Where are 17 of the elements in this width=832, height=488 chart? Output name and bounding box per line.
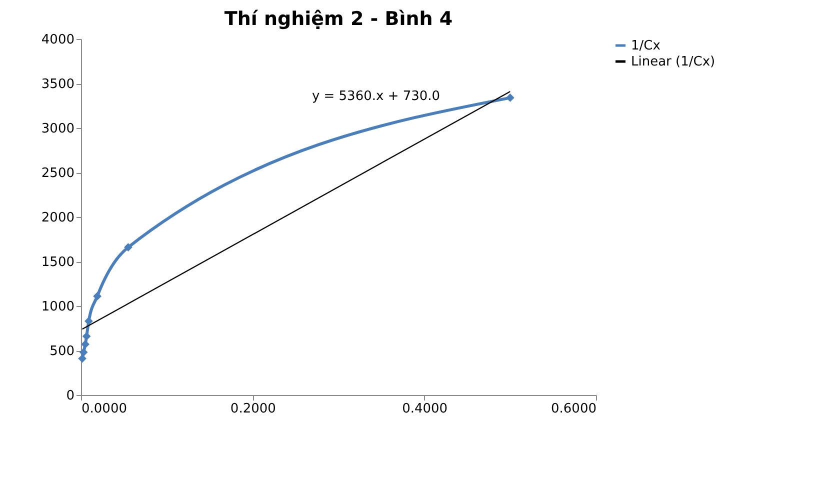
x-tick-label: 0.4000: [402, 402, 448, 416]
x-tick-label: 0.0000: [82, 402, 127, 416]
y-tick-label: 4000: [41, 32, 74, 48]
x-tick-label: 0.6000: [551, 402, 596, 416]
y-tick-label: 2500: [41, 166, 74, 181]
x-tick-label: 0.2000: [230, 402, 276, 416]
legend-label: 1/Cx: [631, 38, 661, 54]
y-tick-label: 2000: [41, 210, 74, 226]
y-tick-label: 1000: [41, 300, 74, 314]
y-tick-label: 1500: [41, 255, 74, 270]
legend-label: Linear (1/Cx): [631, 54, 716, 70]
annotation: y = 5360.x + 730.0: [312, 89, 440, 104]
y-tick-label: 3500: [41, 77, 74, 92]
y-tick-label: 500: [50, 344, 74, 359]
chart-title: Thí nghiệm 2 - Bình 4: [224, 8, 453, 30]
y-tick-label: 3000: [41, 122, 74, 136]
y-tick-label: 0: [66, 388, 74, 404]
